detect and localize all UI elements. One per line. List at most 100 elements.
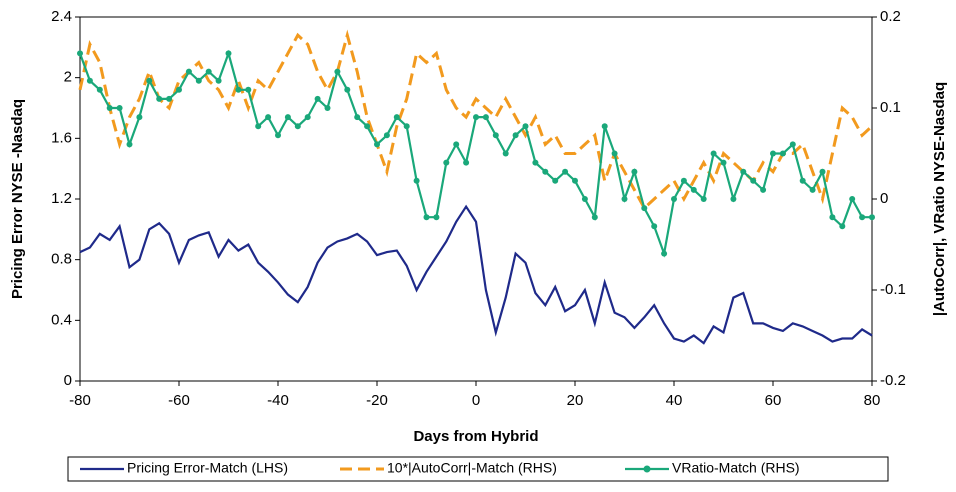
point [562,168,569,175]
y-tick-label: 0.4 [51,311,72,328]
point [126,141,133,148]
point [245,86,252,93]
point [631,168,638,175]
point [304,114,311,121]
point [354,114,361,121]
point [403,123,410,130]
point [690,186,697,193]
series-line [79,204,873,345]
point [502,150,509,157]
point [601,123,608,130]
point [829,214,836,221]
point [819,168,826,175]
x-tick-label: -80 [69,392,91,409]
x-axis-title: Days from Hybrid [413,428,538,445]
point [235,86,242,93]
point [779,150,786,157]
point [324,105,331,111]
y-tick-label: 0 [64,372,72,389]
point [284,114,291,121]
legend-label: Pricing Error-Match (LHS) [127,460,288,476]
x-tick-label: 80 [864,392,881,409]
point [314,95,321,102]
y2-tick-label: -0.2 [880,372,906,389]
point [225,50,232,57]
x-tick-label: 20 [567,392,584,409]
point [383,132,390,139]
point [205,68,212,75]
point [453,141,460,148]
y-tick-label: 2 [64,69,72,86]
point [641,205,648,212]
legend-box [67,456,889,482]
point [512,132,519,139]
point [364,123,371,130]
y2-tick-label: 0.1 [880,99,901,116]
x-tick-label: -40 [267,392,289,409]
y2-tick-label: -0.1 [880,281,906,298]
point [492,132,499,139]
point [116,105,123,111]
point [482,114,489,121]
x-tick-label: 0 [472,392,480,409]
point [869,214,875,221]
point [839,223,846,230]
y-tick-label: 1.6 [51,129,72,146]
point [680,177,687,184]
x-tick-label: 60 [765,392,782,409]
y-tick-label: 0.8 [51,251,72,268]
point [96,86,103,93]
point [730,196,737,202]
point [572,177,578,184]
point [413,177,420,184]
point [423,214,430,221]
point [265,114,272,121]
point [621,196,628,202]
point [789,141,796,148]
point [720,159,727,166]
point [166,95,173,102]
point [275,132,281,139]
point [255,123,262,130]
point [750,177,757,184]
point [542,168,549,175]
point [849,196,856,202]
point [710,150,717,157]
point [581,196,588,202]
y-tick-label: 1.2 [51,190,72,207]
point [760,186,767,193]
point [552,177,559,184]
point [106,105,113,111]
point [740,168,747,175]
point [374,141,380,148]
point [185,68,192,75]
point [700,196,707,202]
point [433,214,440,221]
point [86,77,93,84]
y2-axis-title: |AutoCorr|, VRatio NYSE-Nasdaq [931,82,948,316]
legend-label: VRatio-Match (RHS) [672,460,800,476]
point [770,150,776,157]
y-tick-label: 2.4 [51,8,72,25]
point [671,196,677,202]
point [294,123,301,130]
point [651,223,658,230]
point [611,150,618,157]
point [473,114,479,121]
point [156,95,163,102]
point [136,114,143,121]
point [215,77,222,84]
point [344,86,351,93]
y2-tick-label: 0.2 [880,8,901,25]
x-tick-label: -20 [366,392,388,409]
point [661,250,668,257]
x-tick-label: -60 [168,392,190,409]
series-line [78,29,874,211]
point [591,214,598,221]
point [77,50,83,57]
point [146,77,153,84]
x-tick-label: 40 [666,392,683,409]
point [463,159,470,166]
legend-marker [643,465,651,473]
